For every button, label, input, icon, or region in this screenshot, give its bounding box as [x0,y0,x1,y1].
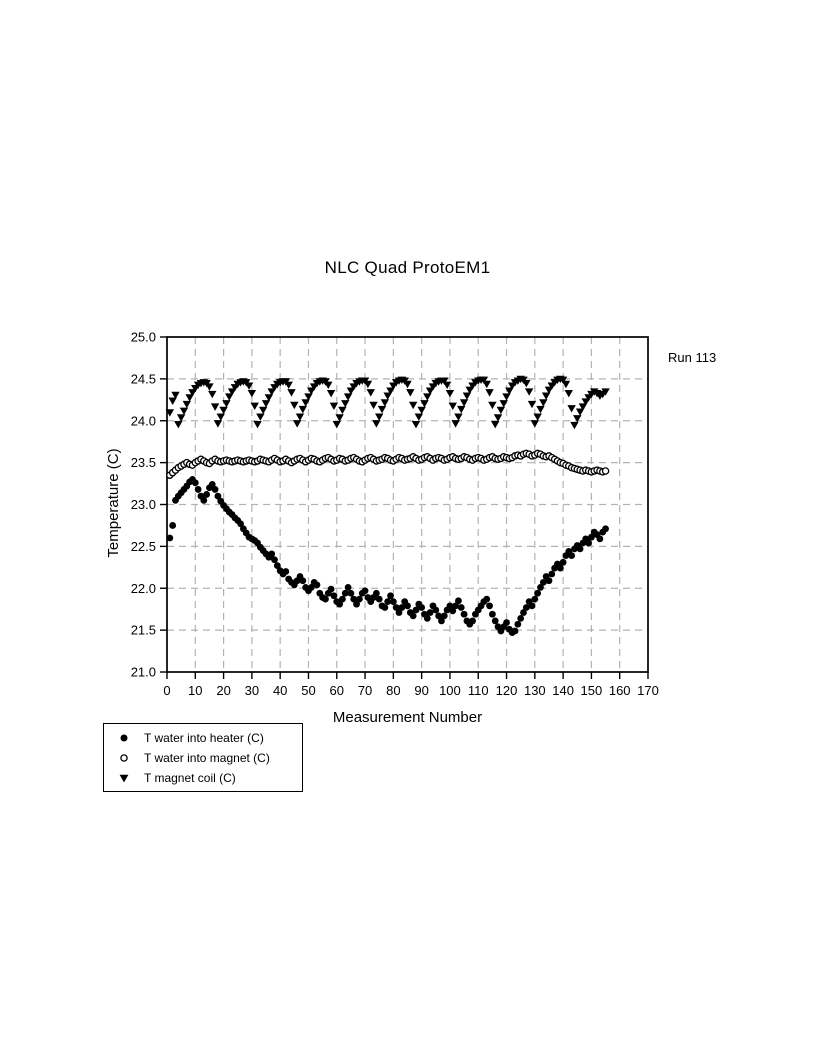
svg-text:140: 140 [552,683,574,698]
svg-text:23.0: 23.0 [131,497,156,512]
legend-item-water-into-magnet: T water into magnet (C) [104,749,270,767]
legend-label: T water into magnet (C) [144,751,270,765]
svg-text:120: 120 [496,683,518,698]
svg-text:23.5: 23.5 [131,455,156,470]
svg-text:130: 130 [524,683,546,698]
x-axis-title: Measurement Number [332,709,483,726]
svg-text:50: 50 [301,683,315,698]
svg-text:24.5: 24.5 [131,371,156,386]
svg-text:110: 110 [468,683,489,698]
svg-text:22.0: 22.0 [131,581,156,596]
legend-item-water-into-heater: T water into heater (C) [104,729,264,747]
y-axis-title: Temperature (C) [105,448,122,558]
svg-text:60: 60 [330,683,344,698]
svg-text:160: 160 [609,683,631,698]
legend-label: T magnet coil (C) [144,771,236,785]
run-annotation: Run 113 [668,350,717,365]
svg-text:21.0: 21.0 [131,665,156,680]
open-circle-marker-icon [104,751,144,765]
svg-text:150: 150 [581,683,603,698]
svg-text:21.5: 21.5 [131,623,156,638]
filled-circle-marker-icon [104,731,144,745]
svg-text:40: 40 [273,683,287,698]
svg-text:170: 170 [637,683,659,698]
legend-item-magnet-coil: T magnet coil (C) [104,769,236,787]
filled-triangle-marker-icon [104,771,144,785]
svg-text:20: 20 [216,683,230,698]
svg-text:70: 70 [358,683,372,698]
svg-text:30: 30 [245,683,259,698]
legend: T water into heater (C) T water into mag… [103,723,303,792]
svg-text:25.0: 25.0 [131,330,156,345]
svg-text:10: 10 [188,683,202,698]
svg-text:24.0: 24.0 [131,413,156,428]
chart-title: NLC Quad ProtoEM1 [324,258,491,277]
svg-text:90: 90 [414,683,428,698]
svg-text:0: 0 [163,683,170,698]
legend-label: T water into heater (C) [144,731,264,745]
svg-text:100: 100 [439,683,461,698]
svg-text:22.5: 22.5 [131,539,156,554]
svg-text:80: 80 [386,683,400,698]
